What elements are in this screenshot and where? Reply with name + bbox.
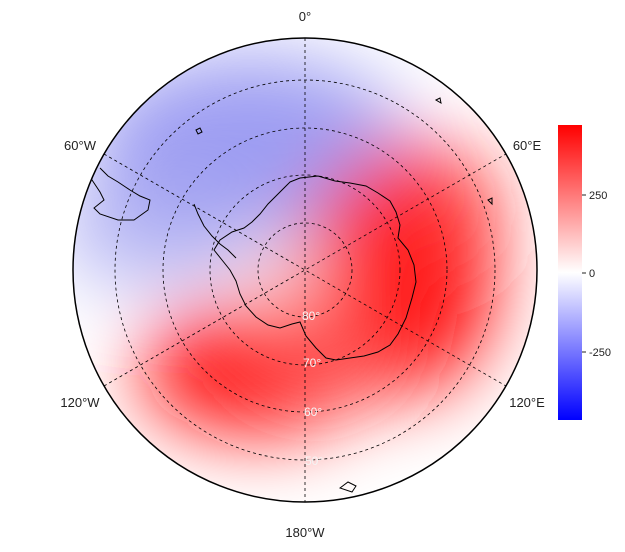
- meridian-60: [103, 153, 507, 387]
- longitude-label-60e: 60°E: [513, 138, 542, 153]
- latitude-label-70: 70°: [303, 356, 321, 370]
- longitude-label-0: 0°: [299, 9, 311, 24]
- latitude-label-50: 50°: [305, 454, 323, 468]
- latitude-label-80: 80°: [302, 309, 320, 323]
- colorbar: 250 0 -250: [558, 125, 611, 420]
- island-3: [487, 197, 493, 206]
- latitude-circle-70: [209, 174, 401, 366]
- south-america-coastline: [73, 167, 151, 221]
- meridian-120: [103, 153, 507, 387]
- antarctica-coastline: [213, 175, 417, 361]
- island-1: [195, 127, 203, 135]
- longitude-label-120e: 120°E: [509, 395, 545, 410]
- map-boundary: [72, 37, 538, 503]
- island-2: [434, 97, 442, 105]
- new-zealand-islands: [338, 481, 357, 493]
- coastlines: [73, 97, 493, 493]
- colorbar-label-250: 250: [589, 190, 607, 202]
- antarctic-peninsula: [193, 203, 237, 259]
- latitude-label-60: 60°: [304, 405, 322, 419]
- colorbar-label-0: 0: [589, 268, 595, 280]
- longitude-label-120w: 120°W: [60, 395, 100, 410]
- longitude-label-60w: 60°W: [64, 138, 97, 153]
- colorbar-label-neg250: -250: [589, 347, 611, 359]
- anomaly-field: [73, 38, 537, 502]
- graticule: [103, 38, 507, 502]
- colorbar-gradient: [558, 125, 582, 420]
- longitude-label-180w: 180°W: [285, 525, 325, 540]
